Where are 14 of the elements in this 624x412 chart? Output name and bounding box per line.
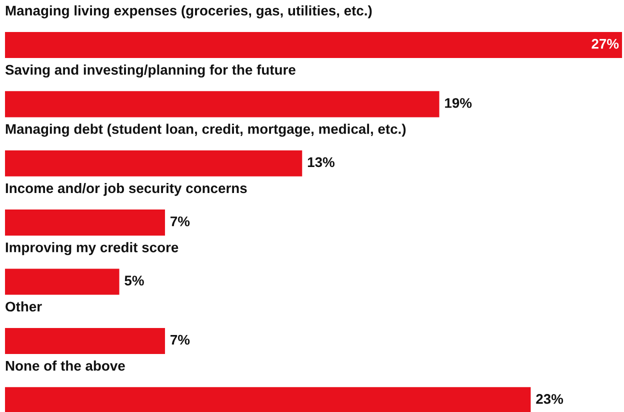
y-tick-label: Other bbox=[6, 301, 42, 312]
y-tick-label: Managing living expenses (groceries, gas, utilities, etc.) bbox=[6, 5, 372, 18]
data-label: 27% bbox=[592, 38, 619, 49]
y-tick-label: None of the above bbox=[6, 360, 125, 371]
y-tick-label: Income and/or job security concerns bbox=[6, 182, 247, 196]
data-label: 7% bbox=[170, 216, 190, 226]
data-label: 23% bbox=[536, 394, 564, 404]
data-label: 7% bbox=[170, 334, 190, 345]
data-label: 19% bbox=[445, 98, 472, 108]
data-label: 5% bbox=[124, 276, 144, 286]
y-tick-label: Improving my credit score bbox=[6, 242, 178, 256]
y-tick-label: Saving and investing/planning for the future bbox=[5, 64, 296, 78]
data-label: 13% bbox=[308, 157, 334, 168]
y-tick-label: Managing debt (student loan, credit, mortgage, medical, etc.) bbox=[6, 124, 406, 137]
